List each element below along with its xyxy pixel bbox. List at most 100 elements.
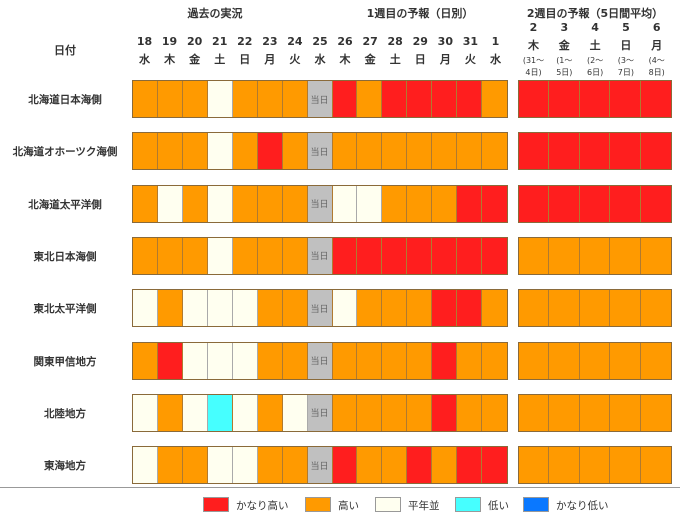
daily-cell: [182, 133, 208, 170]
today-cell: 当日: [307, 447, 333, 484]
day-weekday: 水: [489, 53, 501, 66]
region-label: 東海地方: [44, 460, 86, 473]
day-weekday: 月: [264, 53, 276, 66]
week2-cell: [640, 290, 672, 327]
day-weekday: 火: [464, 53, 476, 66]
daily-cell: [357, 185, 383, 222]
week2-cell: [519, 447, 550, 484]
day-number: 31: [462, 35, 479, 48]
daily-cell: [157, 342, 183, 379]
day-weekday: 金: [189, 53, 201, 66]
week2-row: [518, 289, 672, 328]
date-label: 日付: [54, 44, 76, 57]
week2-cell: [549, 185, 580, 222]
day-weekday: 土: [214, 53, 226, 66]
daily-cell: [232, 342, 258, 379]
daily-cell: [432, 133, 458, 170]
week2-cell: [640, 81, 672, 117]
week2-range-start: (31～: [522, 56, 545, 65]
week2-cell: [640, 447, 672, 484]
day-number: 23: [262, 35, 278, 48]
daily-cell: [332, 290, 358, 327]
week2-cell: [519, 81, 550, 117]
region-label: 北海道オホーツク海側: [12, 146, 118, 159]
legend-label: 低い: [488, 500, 509, 512]
daily-cell: [357, 290, 383, 327]
daily-cell: [257, 290, 283, 327]
legend-divider: [0, 487, 680, 488]
daily-cell: [407, 81, 433, 117]
week2-cell: [640, 394, 672, 431]
daily-cell: [257, 447, 283, 484]
daily-cell: [157, 185, 183, 222]
daily-cell: [407, 237, 433, 274]
week2-row: [518, 132, 672, 171]
legend-swatch: [203, 497, 229, 512]
week2-weekday: 日: [620, 39, 632, 52]
daily-cell: [382, 447, 408, 484]
daily-cell: [457, 342, 483, 379]
daily-row: 当日: [132, 236, 508, 275]
day-weekday: 日: [414, 53, 426, 66]
region-label: 北海道太平洋側: [28, 198, 102, 211]
daily-cell: [157, 394, 183, 431]
week2-day-number: 4: [591, 21, 599, 34]
daily-cell: [332, 237, 358, 274]
daily-cell: [332, 447, 358, 484]
daily-cell: [482, 290, 508, 327]
day-weekday: 水: [139, 53, 150, 66]
week2-weekday: 金: [558, 39, 570, 52]
daily-cell: [207, 290, 233, 327]
daily-cell: [457, 133, 483, 170]
daily-cell: [407, 133, 433, 170]
daily-cell: [207, 185, 233, 222]
header-week2: 2週目の予報（5日間平均）: [526, 7, 664, 20]
daily-cell: [482, 81, 508, 117]
week2-range-start: (2～: [586, 56, 604, 65]
region-label: 北陸地方: [44, 407, 86, 420]
daily-cell: [382, 394, 408, 431]
daily-cell: [457, 447, 483, 484]
week2-range-end: 5日): [556, 68, 573, 77]
daily-cell: [133, 290, 158, 327]
daily-cell: [357, 394, 383, 431]
daily-cell: [432, 342, 458, 379]
daily-cell: [282, 290, 308, 327]
week2-cell: [640, 342, 672, 379]
daily-cell: [182, 394, 208, 431]
week2-range-end: 8日): [648, 68, 665, 77]
today-cell: 当日: [307, 81, 333, 117]
day-weekday: 日: [239, 53, 251, 66]
week2-cell: [519, 133, 550, 170]
daily-cell: [232, 185, 258, 222]
daily-cell: [207, 133, 233, 170]
week2-cell: [519, 237, 550, 274]
week2-range-end: 6日): [586, 68, 604, 77]
daily-cell: [133, 342, 158, 379]
daily-cell: [182, 237, 208, 274]
daily-cell: [332, 81, 358, 117]
daily-cell: [133, 394, 158, 431]
daily-cell: [182, 290, 208, 327]
daily-row: 当日: [132, 80, 508, 118]
legend-label: かなり低い: [556, 500, 609, 512]
day-number: 25: [312, 35, 328, 48]
today-cell: 当日: [307, 394, 333, 431]
week2-day-number: 6: [652, 21, 661, 34]
week2-cell: [519, 342, 550, 379]
daily-cell: [482, 447, 508, 484]
daily-row: 当日: [132, 289, 508, 328]
daily-cell: [232, 81, 258, 117]
daily-cell: [407, 290, 433, 327]
week2-range-start: (3～: [617, 56, 634, 65]
today-cell: 当日: [307, 133, 333, 170]
week2-weekday: 木: [528, 39, 539, 52]
daily-cell: [232, 290, 258, 327]
daily-cell: [157, 290, 183, 327]
week2-day-number: 3: [560, 21, 569, 34]
daily-cell: [133, 237, 158, 274]
region-label: 関東甲信地方: [33, 355, 97, 368]
daily-cell: [407, 342, 433, 379]
day-number: 22: [237, 35, 253, 48]
daily-cell: [382, 133, 408, 170]
